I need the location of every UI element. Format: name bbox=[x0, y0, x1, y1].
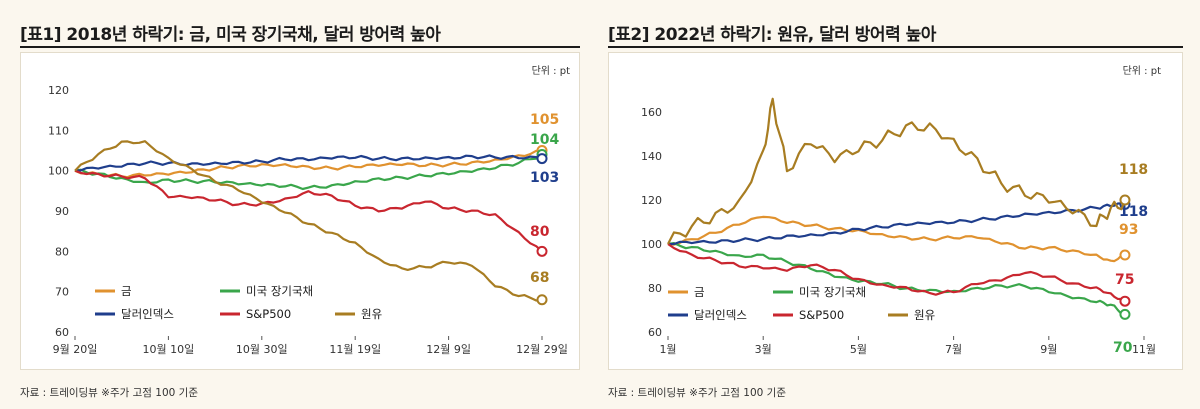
x-tick-label: 1월 bbox=[659, 343, 676, 356]
x-tick-label: 9월 bbox=[1040, 343, 1057, 356]
legend-label-us-treasury: 미국 장기국채 bbox=[246, 284, 313, 298]
y-tick-label: 70 bbox=[55, 286, 69, 299]
x-tick-label: 11월 19일 bbox=[329, 342, 381, 356]
x-tick-label: 10월 30일 bbox=[236, 342, 288, 356]
title-divider bbox=[608, 46, 1183, 48]
series-line-crude-oil bbox=[74, 140, 543, 302]
series-line-sp500 bbox=[667, 243, 1126, 303]
x-tick-label: 5월 bbox=[850, 343, 867, 356]
y-tick-label: 160 bbox=[641, 106, 662, 119]
end-marker-dollar-index bbox=[536, 153, 548, 165]
series-line-sp500 bbox=[74, 169, 543, 253]
plot-area bbox=[608, 52, 1183, 370]
y-tick-label: 60 bbox=[55, 326, 69, 339]
legend-label-crude-oil: 원유 bbox=[361, 307, 382, 321]
end-marker-gold bbox=[1119, 249, 1131, 261]
end-value-label: 70 bbox=[1113, 340, 1133, 356]
legend-label-gold: 금 bbox=[121, 284, 132, 298]
series-line-gold bbox=[667, 215, 1126, 263]
end-value-label: 80 bbox=[530, 224, 550, 240]
series-line-us-treasury bbox=[667, 242, 1126, 316]
chart-title: [표1] 2018년 하락기: 금, 미국 장기국채, 달러 방어력 높아 bbox=[20, 25, 441, 45]
end-value-label: 75 bbox=[1115, 272, 1134, 288]
end-marker-crude-oil bbox=[536, 294, 548, 306]
unit-label: 단위 : pt bbox=[531, 66, 570, 77]
x-tick-label: 9월 20일 bbox=[53, 342, 98, 356]
end-marker-crude-oil bbox=[1119, 194, 1131, 206]
plot-area bbox=[20, 52, 580, 370]
x-tick-label: 11월 bbox=[1132, 343, 1156, 356]
legend-label-sp500: S&P500 bbox=[246, 307, 291, 321]
end-value-label: 105 bbox=[530, 112, 559, 128]
end-marker-us-treasury bbox=[1119, 308, 1131, 320]
source-note: 자료 : 트레이딩뷰 ※주가 고점 100 기준 bbox=[608, 387, 786, 399]
y-tick-label: 110 bbox=[48, 124, 69, 137]
x-tick-label: 3월 bbox=[755, 343, 772, 356]
series-line-dollar-index bbox=[668, 202, 1126, 246]
end-value-label: 118 bbox=[1119, 162, 1148, 178]
y-tick-label: 60 bbox=[648, 326, 662, 339]
end-value-label: 93 bbox=[1119, 222, 1138, 238]
legend-label-dollar-index: 달러인덱스 bbox=[694, 308, 747, 322]
legend-label-gold: 금 bbox=[694, 285, 705, 299]
x-tick-label: 10월 10일 bbox=[143, 342, 195, 356]
series-line-crude-oil bbox=[667, 97, 1127, 245]
x-tick-label: 7월 bbox=[945, 343, 962, 356]
y-tick-label: 140 bbox=[641, 150, 662, 163]
y-tick-label: 80 bbox=[55, 245, 69, 258]
legend-label-dollar-index: 달러인덱스 bbox=[121, 307, 174, 321]
y-tick-label: 120 bbox=[641, 194, 662, 207]
y-tick-label: 120 bbox=[48, 84, 69, 97]
end-value-label: 68 bbox=[530, 270, 549, 286]
source-note: 자료 : 트레이딩뷰 ※주가 고점 100 기준 bbox=[20, 387, 198, 399]
y-tick-label: 100 bbox=[48, 165, 69, 178]
line-chart-2022: 60 80 100 120 140 160 1월 3월 5월 7월 9월 11월 93 70 118 75 11… bbox=[641, 97, 1156, 356]
end-value-label: 103 bbox=[530, 170, 559, 186]
x-tick-label: 12월 29일 bbox=[516, 342, 568, 356]
legend-label-us-treasury: 미국 장기국채 bbox=[799, 285, 866, 299]
end-marker-sp500 bbox=[536, 245, 548, 257]
legend-label-sp500: S&P500 bbox=[799, 308, 844, 322]
y-tick-label: 80 bbox=[648, 282, 662, 295]
series-line-gold bbox=[74, 149, 543, 179]
end-value-label: 104 bbox=[530, 132, 559, 148]
x-tick-label: 12월 9일 bbox=[426, 342, 471, 356]
series-line-dollar-index bbox=[74, 154, 543, 172]
y-tick-label: 90 bbox=[55, 205, 69, 218]
chart-title: [표2] 2022년 하락기: 원유, 달러 방어력 높아 bbox=[608, 25, 936, 45]
end-value-label: 118 bbox=[1119, 204, 1148, 220]
title-divider bbox=[20, 46, 580, 48]
unit-label: 단위 : pt bbox=[1122, 66, 1161, 77]
line-chart-2018: 60 70 80 90 100 110 120 9월 20일 10월 10일 10월 30일 11월… bbox=[48, 84, 568, 356]
y-tick-label: 100 bbox=[641, 238, 662, 251]
end-marker-sp500 bbox=[1119, 295, 1131, 307]
legend-label-crude-oil: 원유 bbox=[914, 308, 935, 322]
series-line-us-treasury bbox=[74, 153, 543, 191]
